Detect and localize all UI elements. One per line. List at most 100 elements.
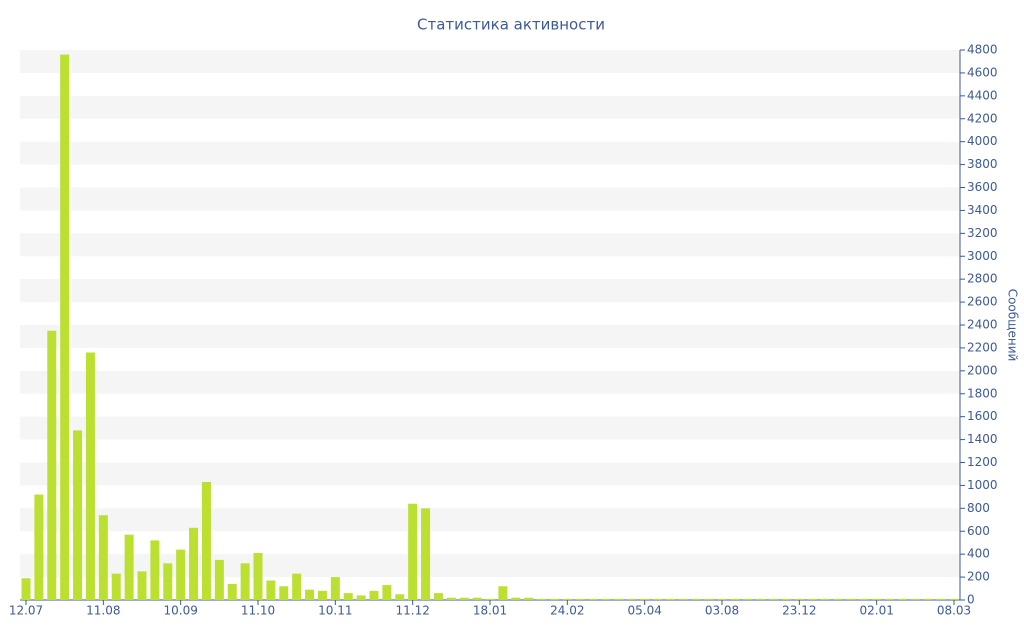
bar [459, 597, 469, 600]
x-tick-label: 05.04 [627, 604, 661, 618]
bar [343, 593, 353, 600]
bar [163, 563, 173, 600]
bar [21, 578, 31, 600]
bar [833, 598, 843, 600]
bar [640, 598, 650, 600]
grid-band [20, 462, 960, 486]
bar [266, 580, 276, 600]
grid-band [20, 233, 960, 257]
y-tick-label: 3600 [967, 180, 998, 194]
y-tick-label: 2800 [967, 272, 998, 286]
bar [781, 598, 791, 600]
bar [717, 598, 727, 600]
grid-band [20, 50, 960, 73]
x-tick-label: 11.08 [86, 604, 120, 618]
bar [769, 598, 779, 600]
y-tick-label: 4400 [967, 88, 998, 102]
bar [885, 598, 895, 600]
bar [949, 598, 959, 600]
y-tick-label: 2600 [967, 295, 998, 309]
x-tick-label: 10.09 [163, 604, 197, 618]
x-tick-label: 18.01 [473, 604, 507, 618]
grid-band [20, 325, 960, 348]
bar [34, 494, 44, 600]
bar [627, 598, 637, 600]
bar [498, 586, 508, 600]
x-tick-label: 23.12 [782, 604, 816, 618]
bar [524, 597, 534, 600]
x-tick-label: 24.02 [550, 604, 584, 618]
bar [137, 571, 147, 600]
bar [575, 598, 585, 600]
bar [756, 598, 766, 600]
x-tick-label: 11.12 [395, 604, 429, 618]
y-tick-label: 1600 [967, 409, 998, 423]
y-tick-label: 3200 [967, 226, 998, 240]
bar [60, 54, 70, 601]
bar [446, 597, 456, 600]
bar [936, 598, 946, 600]
x-tick-label: 10.11 [318, 604, 352, 618]
y-tick-label: 2000 [967, 363, 998, 377]
y-tick-label: 1200 [967, 455, 998, 469]
bar [678, 598, 688, 600]
y-tick-label: 3800 [967, 157, 998, 171]
bar [472, 597, 482, 600]
bar [807, 598, 817, 600]
bar [111, 573, 121, 600]
y-tick-label: 400 [967, 547, 990, 561]
bar [485, 598, 495, 600]
y-tick-label: 4000 [967, 134, 998, 148]
y-tick-label: 3400 [967, 203, 998, 217]
y-tick-label: 4600 [967, 65, 998, 79]
bar [253, 553, 263, 600]
bar [665, 598, 675, 600]
y-tick-label: 4800 [967, 43, 998, 57]
chart-title: Статистика активности [417, 16, 605, 34]
bar [124, 534, 134, 600]
bar [189, 527, 199, 600]
bar [305, 589, 315, 600]
x-tick-label: 11.10 [241, 604, 275, 618]
bar [562, 598, 572, 600]
bar [279, 586, 289, 600]
bar [897, 598, 907, 600]
bar [214, 559, 224, 600]
bar [292, 573, 302, 600]
y-axis-label: Сообщений [1006, 289, 1020, 362]
bar [537, 598, 547, 600]
bar [421, 508, 431, 600]
grid-band [20, 370, 960, 394]
x-tick-label: 08.03 [937, 604, 971, 618]
bar [150, 540, 160, 600]
y-tick-label: 1800 [967, 386, 998, 400]
bar [369, 590, 379, 600]
bar [910, 598, 920, 600]
bar [395, 594, 405, 600]
bar [73, 430, 83, 600]
y-tick-label: 4200 [967, 111, 998, 125]
bar [730, 598, 740, 600]
bar [653, 598, 663, 600]
grid-band [20, 279, 960, 303]
bar [98, 515, 108, 600]
bar [317, 590, 327, 600]
bar [820, 598, 830, 600]
y-tick-label: 1400 [967, 432, 998, 446]
bar [794, 598, 804, 600]
y-tick-label: 2200 [967, 340, 998, 354]
bar [511, 597, 521, 600]
bar [859, 598, 869, 600]
grid-band [20, 508, 960, 532]
bar [704, 598, 714, 600]
grid-band [20, 416, 960, 440]
bar [872, 598, 882, 600]
bar [176, 549, 186, 600]
bar [549, 598, 559, 600]
y-tick-label: 2400 [967, 318, 998, 332]
grid-band [20, 141, 960, 165]
x-tick-label: 03.08 [705, 604, 739, 618]
y-tick-label: 1000 [967, 478, 998, 492]
grid-band [20, 95, 960, 119]
